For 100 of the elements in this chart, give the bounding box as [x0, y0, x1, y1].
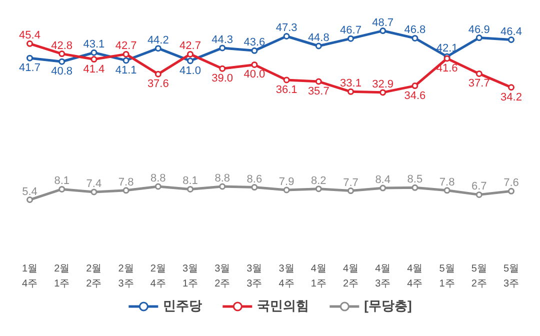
point: [283, 76, 290, 84]
point: [58, 58, 66, 65]
point: [508, 84, 514, 91]
point: [347, 35, 354, 42]
point: [187, 50, 194, 58]
data-label: 6.7: [471, 180, 487, 193]
point: [219, 44, 226, 52]
point: [26, 40, 34, 47]
point: [380, 28, 386, 34]
data-label: 42.8: [51, 40, 73, 52]
point: [412, 82, 418, 90]
point: [283, 186, 290, 194]
point: [476, 34, 482, 42]
data-label: 43.6: [244, 36, 266, 49]
point: [219, 65, 226, 72]
point: [90, 188, 98, 196]
point: [251, 47, 258, 54]
point: [508, 188, 514, 194]
point: [347, 188, 354, 194]
point: [154, 45, 162, 52]
data-label: 44.3: [212, 34, 234, 46]
x-tick-label: 2월 2주: [86, 263, 102, 290]
x-tick-label: 2월 3주: [118, 263, 134, 290]
x-tick-label: 3월 2주: [214, 263, 230, 290]
legend-label: 국민의힘: [257, 297, 310, 315]
point: [187, 186, 194, 192]
point: [283, 32, 290, 40]
data-label: 46.4: [500, 26, 522, 38]
data-label: 8.6: [246, 173, 262, 186]
point: [347, 88, 354, 95]
point: [122, 187, 130, 194]
point: [26, 196, 34, 204]
point: [476, 70, 482, 77]
data-label: 37.7: [468, 78, 490, 90]
point: [315, 186, 322, 192]
x-tick-label: 2월 1주: [54, 263, 70, 290]
data-label: 33.1: [340, 78, 362, 90]
data-label: 45.4: [19, 30, 40, 42]
data-label: 41.4: [83, 63, 105, 76]
point: [26, 54, 34, 62]
point: [154, 183, 162, 190]
point: [508, 36, 514, 43]
data-label: 8.2: [311, 174, 326, 187]
point: [412, 34, 418, 42]
data-label: 46.9: [468, 24, 490, 36]
point: [380, 89, 386, 96]
x-tick-label: 4월 1주: [310, 263, 326, 290]
x-tick-label: 5월 2주: [471, 263, 487, 290]
data-label: 8.1: [54, 175, 70, 188]
data-label: 44.2: [147, 34, 169, 46]
point: [122, 50, 130, 58]
point: [58, 50, 66, 58]
data-label: 7.8: [439, 176, 455, 188]
x-tick-label: 3월 1주: [182, 263, 198, 290]
data-label: 42.7: [115, 40, 137, 52]
point: [412, 184, 418, 191]
x-tick-label: 5월 1주: [439, 263, 455, 290]
data-label: 7.7: [343, 176, 358, 189]
point: [444, 187, 450, 194]
data-label: 7.6: [504, 177, 519, 190]
data-label: 42.7: [180, 40, 201, 52]
data-label: 36.1: [276, 84, 298, 96]
data-label: 8.5: [407, 174, 423, 186]
data-label: 41.7: [19, 62, 40, 74]
x-tick-label: 1월 4주: [22, 263, 38, 290]
data-label: 41.1: [115, 64, 137, 76]
point: [476, 191, 482, 198]
point: [187, 58, 194, 64]
x-tick-label: 3월 3주: [246, 263, 262, 290]
data-label: 39.0: [212, 72, 234, 85]
x-tick-label: 3월 4주: [278, 263, 294, 290]
data-label: 7.9: [278, 176, 294, 188]
data-label: 34.6: [404, 90, 426, 102]
data-label: 47.3: [276, 22, 298, 34]
point: [380, 184, 386, 192]
legend-label: [무당층]: [364, 297, 412, 315]
data-label: 43.1: [83, 38, 105, 51]
x-tick-label: 2월 4주: [150, 263, 166, 290]
data-label: 46.8: [404, 24, 426, 36]
data-label: 8.1: [182, 175, 198, 188]
data-label: 40.0: [244, 68, 266, 81]
data-label: 46.7: [340, 24, 362, 37]
data-label: 7.4: [86, 178, 102, 190]
data-label: 37.6: [147, 78, 169, 90]
data-label: 32.9: [372, 78, 394, 90]
x-tick-label: 4월 4주: [407, 263, 423, 290]
point: [251, 61, 258, 68]
data-label: 5.4: [22, 186, 38, 198]
x-tick-label: 5월 3주: [503, 263, 520, 290]
point: [122, 57, 130, 64]
point: [315, 42, 322, 50]
data-label: 8.4: [375, 174, 390, 186]
data-label: 44.8: [308, 32, 330, 44]
x-tick-label: 4월 3주: [375, 263, 391, 290]
x-tick-label: 4월 2주: [342, 263, 359, 290]
data-label: 48.7: [372, 16, 394, 29]
legend-label: 민주당: [163, 297, 202, 315]
point: [154, 70, 162, 78]
data-label: 8.8: [150, 172, 166, 184]
data-label: 41.0: [180, 64, 201, 77]
